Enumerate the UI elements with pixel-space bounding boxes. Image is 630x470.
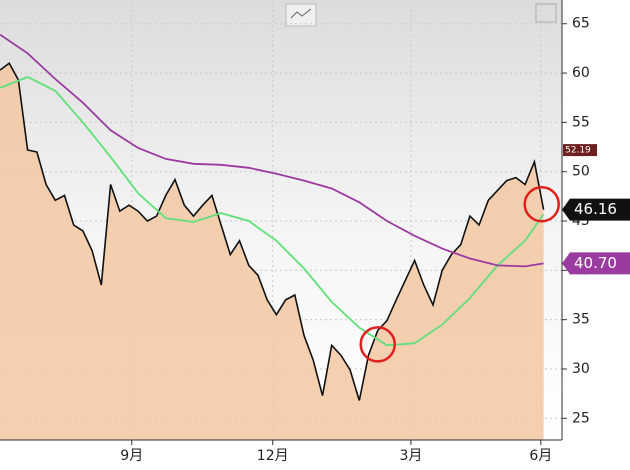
x-tick-label: 3月	[399, 448, 422, 464]
end-label: 40.70	[574, 254, 617, 272]
menu-button[interactable]	[535, 3, 557, 23]
y-tick-label: 25	[572, 410, 590, 426]
x-tick-label: 9月	[120, 448, 143, 464]
y-tick-label: 35	[572, 312, 590, 328]
reference-box	[563, 144, 597, 157]
chart-type-icon	[290, 8, 312, 19]
x-tick-label: 6月	[529, 448, 552, 464]
y-tick-label: 60	[572, 65, 590, 81]
end-label: 46.16	[574, 200, 617, 218]
highlight-circle	[523, 186, 560, 223]
reference-label: 52.19	[565, 146, 591, 156]
y-tick-label: 30	[572, 361, 590, 377]
axis-background	[562, 0, 630, 466]
y-tick-label: 50	[572, 164, 590, 180]
area	[0, 63, 544, 440]
line	[0, 76, 545, 347]
end-label-box	[562, 198, 630, 221]
highlight-circle	[359, 326, 396, 363]
line	[0, 33, 544, 268]
y-tick-label: 55	[572, 114, 590, 130]
x-tick-label: 12月	[257, 448, 289, 464]
end-label-box	[562, 252, 630, 275]
y-tick-label: 65	[572, 16, 590, 32]
